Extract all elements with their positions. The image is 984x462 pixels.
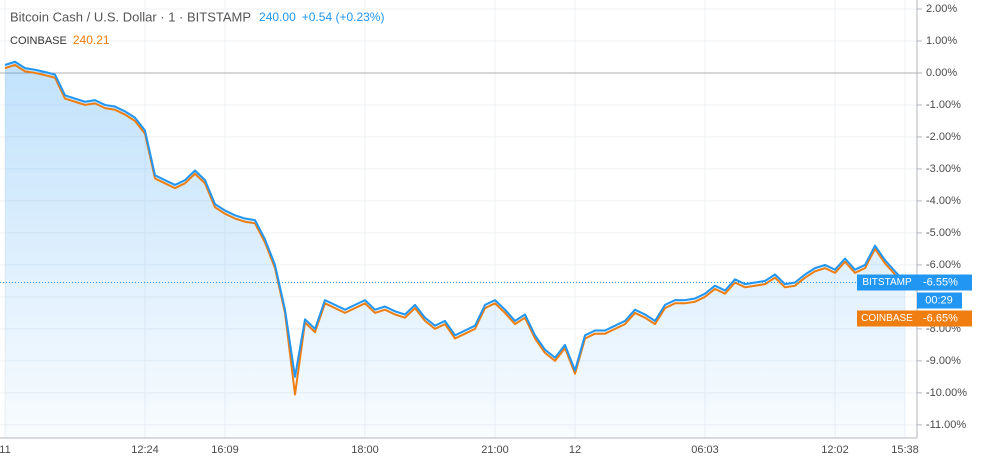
x-tick-label: 12	[569, 444, 581, 456]
countdown-badge	[917, 292, 962, 309]
value-badge-label: -6.55%	[923, 276, 958, 288]
y-tick-label: -2.00%	[926, 131, 961, 143]
badges: BITSTAMP -6.55% 00:29 COINBASE -6.65%	[857, 274, 972, 327]
value-badge	[917, 310, 972, 327]
value-badge-label: -6.65%	[923, 312, 958, 324]
name-badge-label: BITSTAMP	[862, 277, 912, 288]
legend-header: Bitcoin Cash / U.S. Dollar · 1 · BITSTAM…	[10, 9, 384, 47]
chart-title: Bitcoin Cash / U.S. Dollar · 1 · BITSTAM…	[10, 9, 251, 24]
compare-price: 240.21	[73, 33, 110, 47]
price: 240.00	[259, 10, 296, 24]
y-tick-label: -9.00%	[926, 355, 961, 367]
y-tick-label: -4.00%	[926, 195, 961, 207]
y-tick-label: -11.00%	[926, 419, 966, 431]
y-tick-label: -3.00%	[926, 163, 961, 175]
x-tick-label: 06:03	[691, 444, 719, 456]
y-tick-label: 0.00%	[926, 67, 957, 79]
x-tick-label: 12:02	[821, 444, 849, 456]
area-fill	[5, 61, 905, 439]
x-tick-label: 15:38	[891, 444, 919, 456]
y-tick-label: 2.00%	[926, 3, 957, 15]
y-tick-label: -10.00%	[926, 387, 967, 399]
name-badge	[857, 310, 917, 327]
name-badge-label: COINBASE	[861, 313, 913, 324]
series-line	[4, 63, 906, 396]
x-tick-label: 11	[0, 444, 11, 456]
y-tick-label: -6.00%	[926, 259, 961, 271]
x-tick-label: 16:09	[211, 444, 239, 456]
countdown: 00:29	[925, 294, 953, 306]
compare-name: COINBASE	[10, 35, 67, 47]
change: +0.54 (+0.23%)	[302, 10, 385, 24]
plot	[0, 60, 917, 439]
x-tick-label: 21:00	[481, 444, 509, 456]
y-tick-label: -5.00%	[926, 227, 961, 239]
name-badge	[857, 274, 917, 291]
x-tick-label: 12:24	[131, 444, 159, 456]
value-badge	[917, 274, 972, 291]
y-tick-label: 1.00%	[926, 35, 957, 47]
series-line	[4, 60, 906, 378]
x-tick-label: 18:00	[351, 444, 379, 456]
y-tick-label: -1.00%	[926, 99, 961, 111]
